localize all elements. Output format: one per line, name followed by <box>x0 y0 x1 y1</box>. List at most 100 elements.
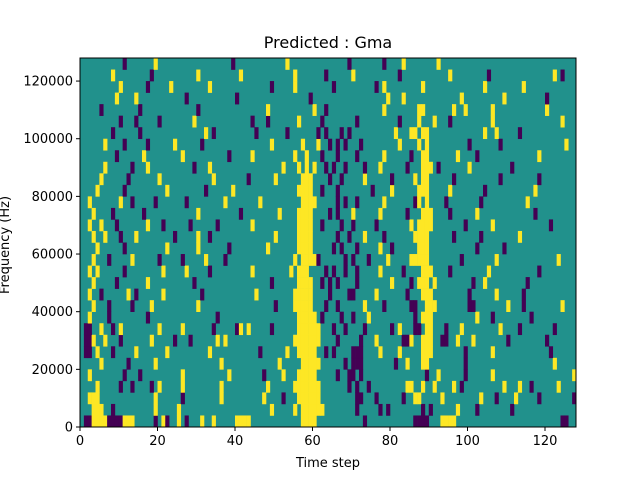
heatmap-cell <box>308 254 313 266</box>
heatmap-cell <box>401 58 406 70</box>
heatmap-cell <box>517 230 523 243</box>
heatmap-cell <box>304 311 309 324</box>
heatmap-cell <box>180 254 185 266</box>
heatmap-cell <box>421 265 426 278</box>
heatmap-cell <box>138 369 143 382</box>
heatmap-cell <box>118 334 123 347</box>
heatmap-cell <box>130 196 135 209</box>
heatmap-cell <box>204 184 209 197</box>
heatmap-cell <box>362 161 368 174</box>
heatmap-cell <box>200 415 205 428</box>
heatmap-cell <box>157 323 162 336</box>
heatmap-cell <box>448 207 453 220</box>
heatmap-cell <box>184 196 189 209</box>
heatmap-cell <box>126 288 131 301</box>
heatmap-cell <box>428 207 433 220</box>
heatmap-cell <box>99 415 104 428</box>
heatmap-cell <box>122 184 127 197</box>
heatmap-cell <box>409 219 414 232</box>
heatmap-cell <box>510 403 515 416</box>
heatmap-cell <box>533 184 538 197</box>
heatmap-cell <box>207 161 213 174</box>
heatmap-cell <box>300 392 306 405</box>
heatmap-cell <box>351 69 356 82</box>
heatmap-cell <box>107 311 112 324</box>
heatmap-cell <box>335 150 340 163</box>
heatmap-cell <box>366 380 371 393</box>
heatmap-cell <box>386 403 391 416</box>
heatmap-cell <box>91 254 96 266</box>
heatmap-cell <box>424 346 430 359</box>
heatmap-cell <box>277 357 282 370</box>
plot-frame <box>79 57 577 428</box>
heatmap-cell <box>471 334 476 347</box>
heatmap-cell <box>479 230 484 243</box>
heatmap-cell <box>297 207 302 220</box>
heatmap-cell <box>316 380 321 393</box>
heatmap-cell <box>246 323 251 336</box>
heatmap-cell <box>382 150 387 163</box>
heatmap-cell <box>362 230 368 243</box>
heatmap-cell <box>362 323 368 336</box>
heatmap-cell <box>246 173 251 186</box>
heatmap-cell <box>215 334 220 347</box>
heatmap-cell <box>161 219 166 232</box>
heatmap-cell <box>153 392 158 405</box>
heatmap-cell <box>436 161 441 174</box>
heatmap-cell <box>393 127 399 140</box>
heatmap-cell <box>390 242 395 255</box>
heatmap-cell <box>486 69 492 82</box>
heatmap-cell <box>413 254 418 266</box>
heatmap-cell <box>502 242 507 255</box>
heatmap-cell <box>250 265 255 278</box>
heatmap-cell <box>312 311 317 324</box>
heatmap-cell <box>378 346 383 359</box>
heatmap-cell <box>401 92 406 105</box>
heatmap-cell <box>95 403 100 416</box>
heatmap-cell <box>297 334 302 347</box>
heatmap-cell <box>297 380 302 393</box>
heatmap-cell <box>421 81 426 93</box>
heatmap-cell <box>359 346 364 359</box>
heatmap-cell <box>308 403 313 416</box>
heatmap-cell <box>413 392 418 405</box>
heatmap-cell <box>409 300 414 312</box>
x-tick-label: 100 <box>455 434 480 449</box>
heatmap-cell <box>188 219 193 232</box>
heatmap-cell <box>134 92 139 105</box>
heatmap-cell <box>424 207 430 220</box>
heatmap-cell <box>421 230 426 243</box>
heatmap-cell <box>421 380 426 393</box>
heatmap-cell <box>324 346 329 359</box>
heatmap-cell <box>421 184 426 197</box>
heatmap-cell <box>103 161 108 174</box>
heatmap-cell <box>556 380 561 393</box>
heatmap-cell <box>231 184 236 197</box>
heatmap-cell <box>300 415 306 428</box>
heatmap-cell <box>134 288 139 301</box>
heatmap-cell <box>421 346 426 359</box>
y-tick-label: 0 <box>65 421 73 436</box>
heatmap-cell <box>238 323 244 336</box>
heatmap-cell <box>351 207 356 220</box>
x-axis-label: Time step <box>295 456 360 471</box>
heatmap-cell <box>235 415 240 428</box>
heatmap-cell <box>335 300 340 312</box>
heatmap-cell <box>269 81 275 93</box>
heatmap-cell <box>432 300 437 312</box>
heatmap-cell <box>382 196 387 209</box>
heatmap-cell <box>269 403 275 416</box>
heatmap-cell <box>339 173 344 186</box>
heatmap-cell <box>149 334 154 347</box>
heatmap-cell <box>409 380 414 393</box>
heatmap-cell <box>95 392 100 405</box>
heatmap-cell <box>138 127 143 140</box>
heatmap-cell <box>297 115 302 128</box>
heatmap-cell <box>343 254 348 266</box>
heatmap-cell <box>378 265 383 278</box>
heatmap-cell <box>107 254 112 266</box>
y-tick-label: 80000 <box>32 190 73 205</box>
heatmap-cell <box>130 415 135 428</box>
heatmap-cell <box>428 219 433 232</box>
heatmap-cell <box>176 403 182 416</box>
